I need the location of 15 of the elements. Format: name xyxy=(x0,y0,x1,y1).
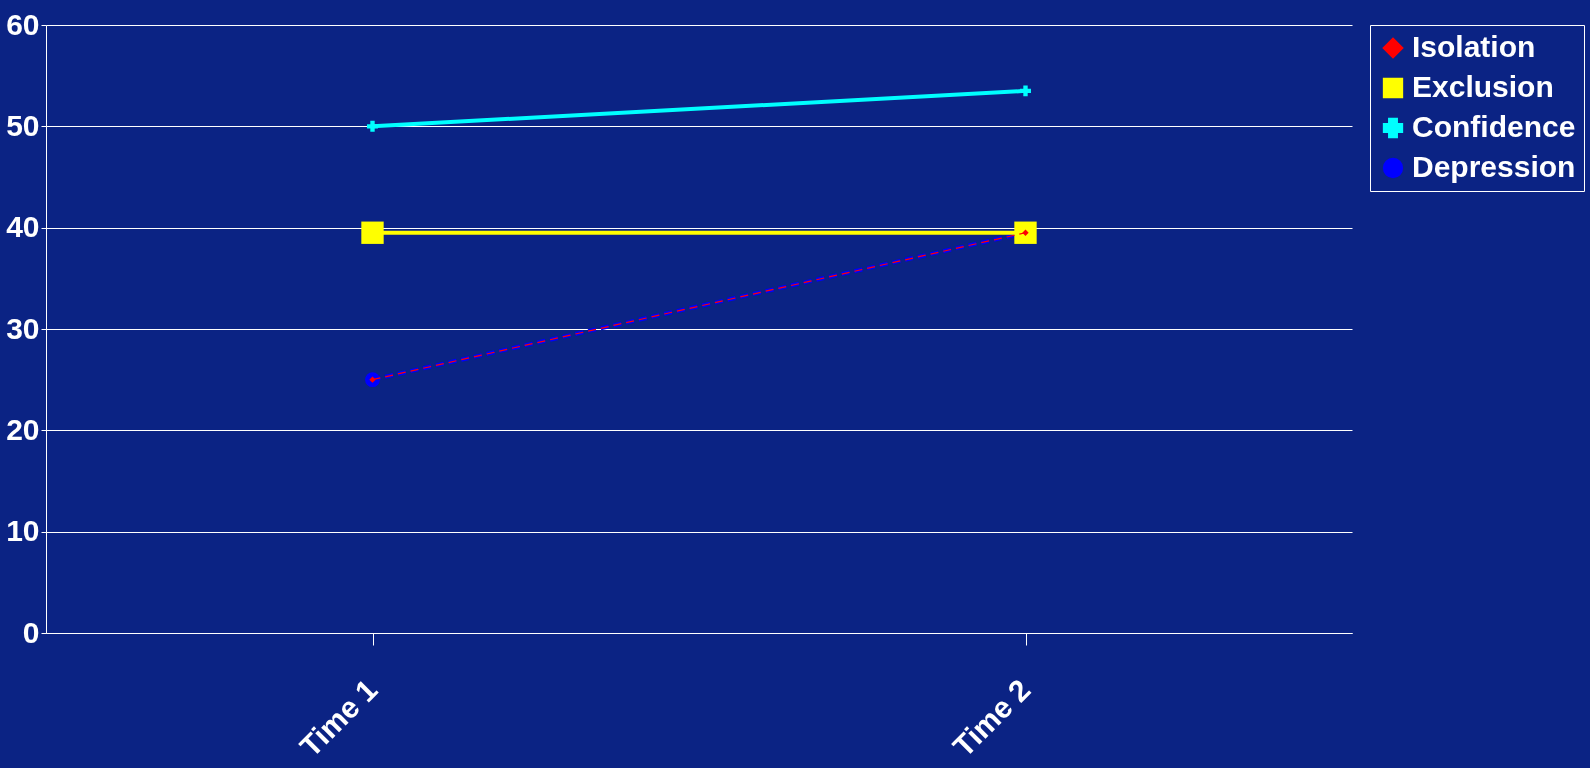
y-tick-label: 20 xyxy=(6,412,40,446)
y-tick-label: 50 xyxy=(6,108,40,142)
point xyxy=(361,221,384,244)
y-tick-label: 0 xyxy=(22,615,40,649)
y-tick-label: 40 xyxy=(6,210,40,244)
y-tick-label: 10 xyxy=(6,514,40,548)
legend-label: Isolation xyxy=(1412,30,1536,63)
legend-label: Exclusion xyxy=(1412,70,1554,103)
point xyxy=(1020,85,1031,97)
legend-label: Confidence xyxy=(1412,110,1576,143)
y-tick-label: 60 xyxy=(6,7,40,41)
legend-label: Depression xyxy=(1412,150,1576,183)
point xyxy=(367,120,378,132)
y-tick-label: 30 xyxy=(6,311,40,345)
point xyxy=(1014,221,1037,244)
